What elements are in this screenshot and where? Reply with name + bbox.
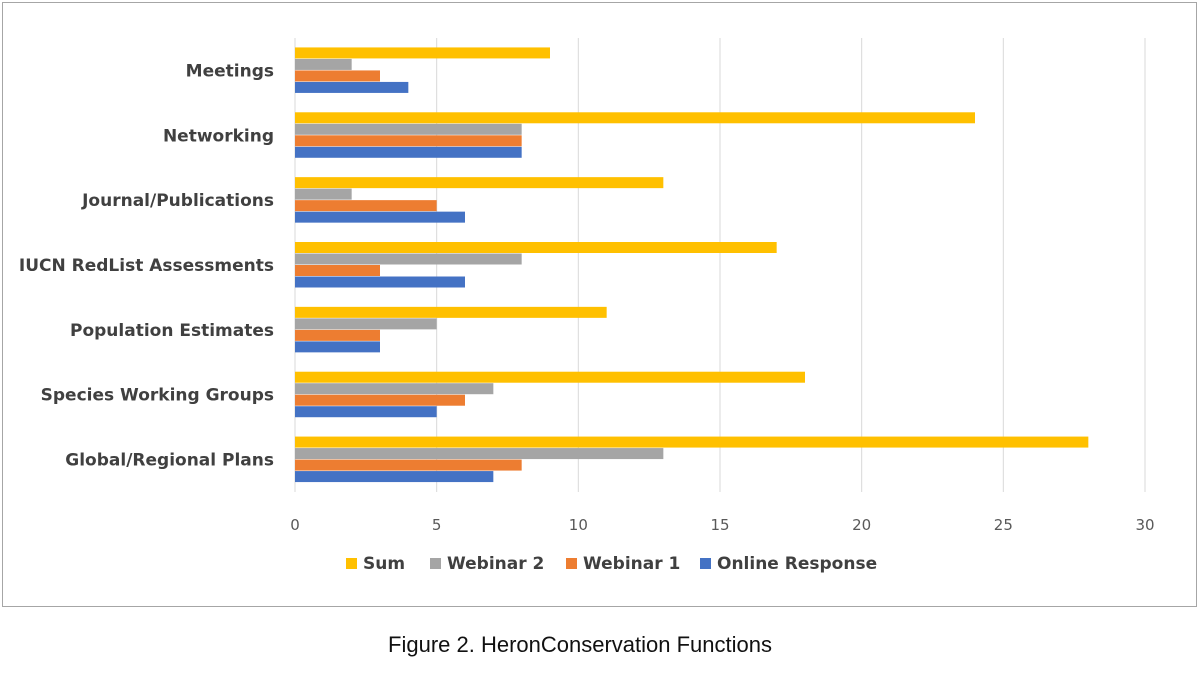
- bar: [295, 70, 380, 82]
- bar: [295, 58, 352, 70]
- bar: [295, 112, 975, 124]
- bar: [295, 135, 522, 147]
- bar: [295, 329, 380, 341]
- legend-label: Sum: [363, 554, 405, 574]
- legend: Sum Webinar 2 Webinar 1 Online Response: [346, 554, 877, 574]
- bar: [295, 211, 465, 223]
- bar: [295, 371, 805, 383]
- bar: [295, 448, 664, 460]
- bar-chart: Meetings Networking Journal/Publications IU…: [19, 38, 1155, 574]
- bar: [295, 188, 352, 200]
- bar: [295, 306, 607, 318]
- legend-label: Online Response: [717, 554, 877, 574]
- category-label: Population Estimates: [70, 321, 274, 341]
- category-label: Meetings: [186, 61, 274, 81]
- category-label: Global/Regional Plans: [65, 451, 274, 471]
- legend-swatch: [430, 558, 441, 569]
- legend-swatch: [346, 558, 357, 569]
- category-labels: Meetings Networking Journal/Publications IU…: [19, 61, 274, 470]
- x-tick-label: 15: [710, 516, 729, 534]
- category-label: IUCN RedList Assessments: [19, 256, 274, 276]
- bar: [295, 81, 409, 93]
- bar: [295, 47, 550, 59]
- bar: [295, 253, 522, 265]
- x-tick-label: 10: [569, 516, 588, 534]
- bar: [295, 200, 437, 212]
- bar: [295, 276, 465, 288]
- category-label: Networking: [163, 126, 274, 146]
- bar: [295, 406, 437, 418]
- category-label: Species Working Groups: [41, 386, 274, 406]
- bar: [295, 459, 522, 471]
- x-tick-label: 25: [994, 516, 1013, 534]
- bar: [295, 123, 522, 135]
- figure-caption: Figure 2. HeronConservation Functions: [388, 632, 772, 657]
- bars: [295, 47, 1089, 483]
- bar: [295, 383, 494, 395]
- bar: [295, 341, 380, 353]
- bar: [295, 265, 380, 276]
- bar: [295, 177, 664, 189]
- bar: [295, 394, 465, 406]
- legend-swatch: [566, 558, 577, 569]
- x-tick-labels: 0 5 10 15 20 25 30: [290, 516, 1154, 534]
- x-tick-label: 5: [432, 516, 442, 534]
- x-tick-label: 0: [290, 516, 300, 534]
- legend-swatch: [700, 558, 711, 569]
- bar: [295, 436, 1089, 448]
- x-tick-label: 20: [852, 516, 871, 534]
- x-tick-label: 30: [1135, 516, 1154, 534]
- legend-label: Webinar 2: [447, 554, 544, 574]
- bar: [295, 471, 494, 483]
- legend-label: Webinar 1: [583, 554, 680, 574]
- bar: [295, 318, 437, 330]
- chart-frame: [2, 2, 1197, 607]
- bar: [295, 242, 777, 253]
- category-label: Journal/Publications: [81, 191, 274, 211]
- bar: [295, 146, 522, 158]
- gridlines: [294, 38, 1146, 492]
